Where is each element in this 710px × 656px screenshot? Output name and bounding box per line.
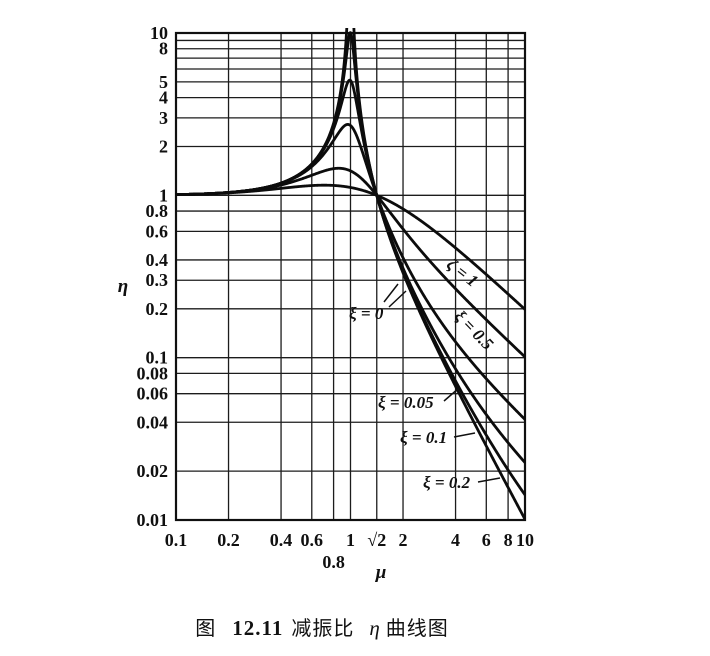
curve-label-pointer (388, 290, 407, 308)
y-tick-label: 0.01 (137, 510, 169, 530)
y-tick-label: 0.02 (137, 461, 169, 481)
y-tick-label: 4 (159, 88, 168, 108)
caption-figure-number: 12.11 (232, 616, 284, 640)
x-tick-label: 0.1 (165, 530, 188, 550)
x-tick-label: 0.8 (322, 552, 345, 572)
y-tick-label: 0.2 (146, 299, 169, 319)
curve-label: ξ = 0.2 (423, 473, 471, 492)
y-tick-label: 0.1 (146, 348, 169, 368)
curves-group (175, 28, 526, 521)
y-tick-label: 0.04 (137, 412, 169, 432)
y-tick-label: 8 (159, 39, 168, 59)
curve-label: ξ = 0.1 (400, 428, 447, 447)
y-tick-label: 0.4 (146, 250, 169, 270)
x-tick-label: 0.6 (301, 530, 324, 550)
y-tick-label: 0.08 (137, 363, 169, 383)
curve-label: ξ = 0 (349, 304, 384, 323)
x-tick-label: 2 (399, 530, 408, 550)
y-tick-label: 0.06 (137, 384, 169, 404)
y-tick-label: 0.6 (146, 221, 169, 241)
y-tick-label: 1 (159, 185, 168, 205)
y-tick-label: 2 (159, 136, 168, 156)
y-axis-label: η (118, 276, 128, 297)
curve-label: ξ = 0.05 (378, 393, 434, 412)
y-tick-label: 3 (159, 108, 168, 128)
x-tick-label: 4 (451, 530, 460, 550)
figure-caption: 图 12.11 减振比 η 曲线图 (0, 612, 644, 641)
caption-title-post: 曲线图 (385, 618, 449, 640)
x-tick-label: 0.2 (217, 530, 240, 550)
caption-figure-label: 图 (195, 618, 217, 640)
x-tick-label: 1 (346, 530, 355, 550)
y-tick-label: 0.3 (146, 270, 169, 290)
x-tick-label: 10 (516, 530, 534, 550)
curve-label-pointer (453, 432, 476, 438)
vibration-reduction-ratio-chart: 108543210.80.60.40.30.20.10.080.060.040.… (118, 23, 535, 583)
y-tick-label: 10 (150, 23, 168, 43)
y-tick-label: 5 (159, 72, 168, 92)
y-tick-label: 0.8 (146, 201, 169, 221)
x-axis-label: μ (375, 562, 387, 583)
curve-label-pointer (477, 477, 501, 483)
curve-label-pointer (443, 387, 460, 402)
curve-xi-1 (175, 183, 526, 311)
caption-title-pre: 减振比 (291, 618, 355, 640)
tick-labels-group: 108543210.80.60.40.30.20.10.080.060.040.… (137, 23, 535, 572)
x-tick-label: 0.4 (270, 530, 293, 550)
x-tick-label: 8 (504, 530, 513, 550)
curve-label-pointer (383, 283, 399, 303)
x-tick-label: √2 (367, 530, 386, 550)
x-tick-label: 6 (482, 530, 491, 550)
caption-eta-symbol: η (369, 616, 381, 640)
